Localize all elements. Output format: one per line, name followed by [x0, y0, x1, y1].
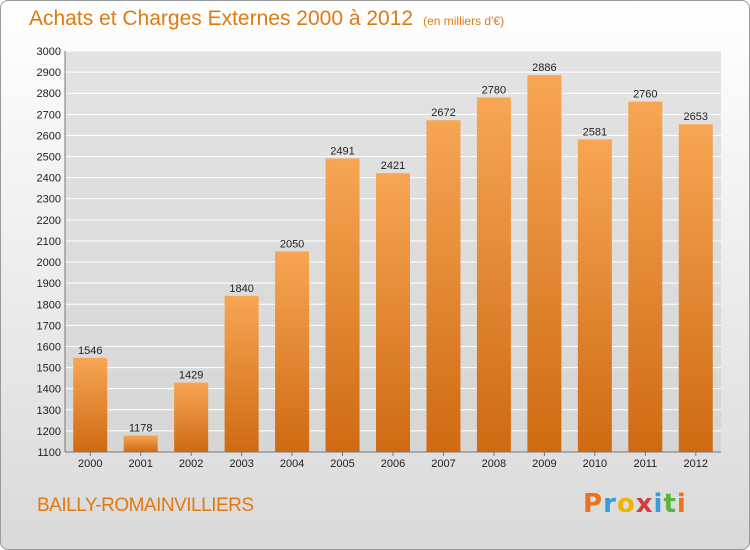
bar-2012 — [678, 124, 713, 452]
y-tick-label: 2000 — [37, 257, 61, 269]
x-tick-label: 2001 — [128, 458, 152, 470]
y-tick-label: 1600 — [37, 341, 61, 353]
y-tick-label: 1400 — [37, 384, 61, 396]
bar-2008 — [476, 97, 511, 452]
logo-letter: i — [653, 489, 664, 519]
bar-2003 — [224, 295, 259, 452]
y-tick-label: 2900 — [37, 67, 61, 79]
logo-letter: P — [583, 489, 604, 519]
data-label: 2780 — [482, 84, 506, 96]
y-tick-label: 2700 — [37, 109, 61, 121]
data-label: 2886 — [532, 62, 556, 74]
data-label: 2653 — [684, 111, 708, 123]
y-tick-label: 1300 — [37, 405, 61, 417]
x-tick-label: 2006 — [381, 458, 405, 470]
chart-title: Achats et Charges Externes 2000 à 2012 (e… — [29, 7, 504, 31]
bar-2002 — [174, 382, 209, 452]
y-tick-label: 2500 — [37, 152, 61, 164]
bar-2004 — [275, 251, 310, 452]
bar-2009 — [527, 75, 562, 452]
logo-letter: t — [663, 489, 677, 519]
y-tick-label: 2400 — [37, 173, 61, 185]
x-tick-label: 2011 — [633, 458, 657, 470]
y-tick-label: 3000 — [37, 46, 61, 58]
x-tick-label: 2009 — [532, 458, 556, 470]
logo-letter: i — [676, 489, 687, 519]
bar-2007 — [426, 120, 461, 452]
bar-2005 — [325, 158, 360, 453]
logo-letter: r — [603, 489, 617, 519]
data-label: 1178 — [129, 423, 153, 435]
x-tick-label: 2003 — [229, 458, 253, 470]
x-tick-label: 2010 — [583, 458, 607, 470]
data-label: 2672 — [431, 107, 455, 119]
logo-letter: x — [635, 489, 654, 519]
bar-2010 — [577, 139, 612, 453]
bar-2001 — [123, 435, 158, 452]
bar-2011 — [628, 101, 663, 452]
data-label: 1840 — [229, 283, 253, 295]
y-tick-label: 1700 — [37, 320, 61, 332]
y-tick-label: 1900 — [37, 278, 61, 290]
town-name: BAILLY-ROMAINVILLIERS — [37, 495, 254, 516]
x-tick-label: 2008 — [482, 458, 506, 470]
x-tick-label: 2007 — [431, 458, 455, 470]
y-tick-label: 1100 — [37, 447, 61, 459]
data-label: 2421 — [381, 160, 405, 172]
y-tick-label: 1500 — [37, 363, 61, 375]
y-tick-label: 1800 — [37, 299, 61, 311]
data-label: 2760 — [633, 89, 657, 101]
x-tick-label: 2000 — [78, 458, 102, 470]
proxiti-logo: Proxiti — [583, 489, 687, 519]
x-tick-label: 2004 — [280, 458, 304, 470]
y-tick-label: 2200 — [37, 215, 61, 227]
data-label: 1429 — [179, 370, 203, 382]
y-tick-label: 1200 — [37, 426, 61, 438]
data-label: 2581 — [583, 126, 607, 138]
data-label: 2491 — [330, 145, 354, 157]
chart-title-text: Achats et Charges Externes 2000 à 2012 — [29, 7, 414, 30]
data-label: 1546 — [78, 345, 102, 357]
x-tick-label: 2002 — [179, 458, 203, 470]
y-tick-label: 2800 — [37, 88, 61, 100]
x-tick-label: 2005 — [330, 458, 354, 470]
y-tick-label: 2300 — [37, 194, 61, 206]
y-tick-label: 2100 — [37, 236, 61, 248]
logo-letter: o — [616, 489, 636, 519]
x-tick-label: 2012 — [684, 458, 708, 470]
bar-2000 — [73, 357, 108, 452]
y-tick-label: 2600 — [37, 130, 61, 142]
data-label: 2050 — [280, 239, 304, 251]
chart-subtitle: (en milliers d'€) — [423, 14, 505, 28]
bar-2006 — [376, 173, 410, 453]
